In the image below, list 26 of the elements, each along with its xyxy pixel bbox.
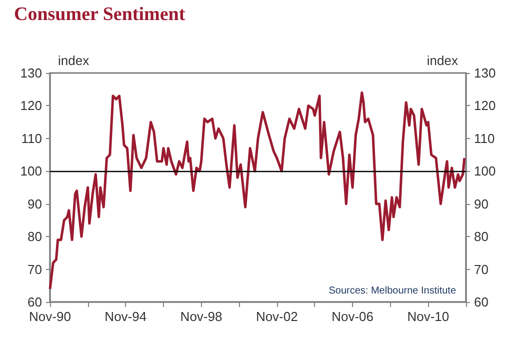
y2-tick-label: 70 [474,262,488,277]
x-tick-label: Nov-94 [104,309,147,324]
y-tick-label: 70 [28,262,42,277]
y2-tick-label: 60 [474,294,488,310]
y2-tick-label: 120 [474,98,496,114]
y2-axis-title: index [426,53,458,68]
x-tick-label: Nov-98 [180,309,222,324]
y2-tick-label: 90 [474,196,488,212]
y-axis-title: index [58,53,90,68]
x-tick-label: Nov-90 [29,309,71,324]
y2-tick-label: 100 [474,164,496,179]
x-tick-label: Nov-02 [256,309,298,324]
y-tick-label: 90 [28,196,42,212]
y2-tick-label: 130 [474,66,496,80]
y-tick-label: 60 [28,294,42,310]
y2-tick-label: 80 [474,229,488,244]
x-tick-label: Nov-10 [407,309,450,324]
y-tick-label: 120 [20,98,42,114]
x-tick-label: Nov-06 [332,309,374,324]
y-tick-label: 130 [20,66,42,80]
y-tick-label: 110 [21,130,42,146]
annotation: Sources: Melbourne Institute [328,286,456,296]
y-tick-label: 100 [20,164,42,179]
chart-title: Consumer Sentiment [14,4,186,26]
y-tick-label: 80 [28,229,42,244]
y2-tick-label: 110 [474,130,495,146]
